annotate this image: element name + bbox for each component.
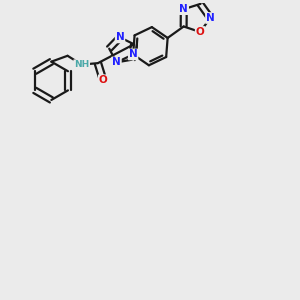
Text: N: N [116, 32, 124, 42]
Text: O: O [99, 75, 108, 85]
Text: N: N [129, 50, 137, 59]
Text: N: N [206, 13, 215, 23]
Text: O: O [196, 27, 204, 37]
Text: N: N [112, 57, 121, 68]
Text: N: N [179, 4, 188, 14]
Text: NH: NH [74, 60, 89, 69]
